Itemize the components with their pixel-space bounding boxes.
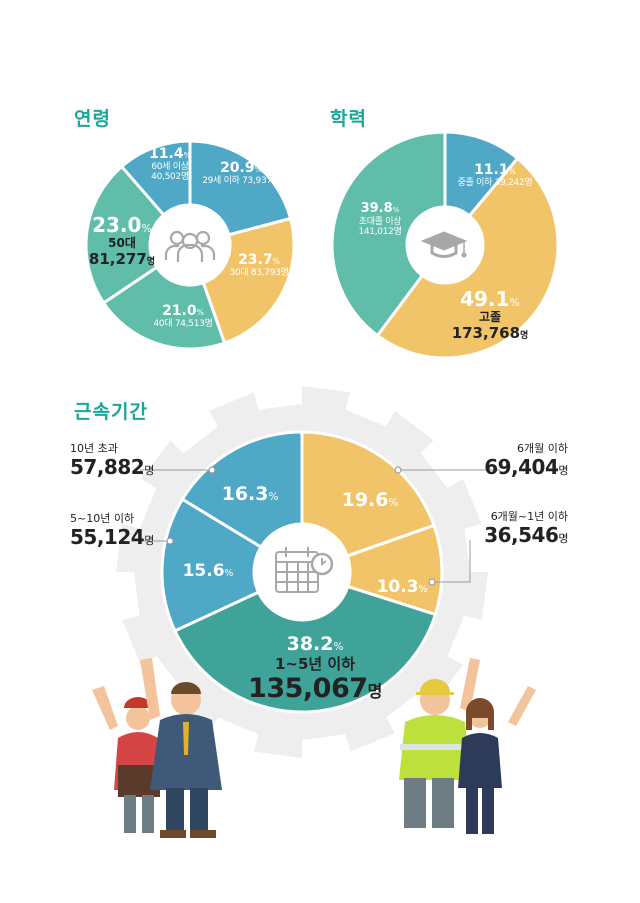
people-icon (164, 230, 216, 262)
annotation-label: 10년 초과 (70, 442, 118, 455)
slice-label: 40대 (153, 319, 173, 330)
calendar-icon (275, 547, 334, 593)
pct-value: 16.3 (221, 483, 269, 505)
annotation-count: 69,404 (484, 455, 559, 480)
slice-unit: 명 (393, 227, 402, 238)
worker-figures-left-illustration (92, 658, 222, 838)
education-pie-chart (330, 130, 560, 360)
tenure-annotation-6m-1y: 6개월~1년 이하 36,546명 (450, 510, 568, 547)
leader-dot (394, 466, 402, 474)
pct-value: 10.3 (376, 577, 419, 597)
slice-unit: 명 (271, 176, 280, 187)
slice-count: 141,012 (358, 227, 394, 238)
slice-count: 73,937 (242, 176, 272, 187)
slice-count: 81,277 (88, 249, 147, 268)
slice-count: 173,768 (451, 323, 521, 342)
edu-label-middle-school: 11.1% 중졸 이하 39,242명 (457, 162, 533, 189)
slice-unit: 명 (180, 172, 189, 183)
annotation-unit: 명 (144, 534, 154, 548)
pct-value: 49.1 (460, 287, 510, 311)
slice-count: 83,793 (250, 268, 281, 279)
leader-dot (166, 537, 174, 545)
pct-value: 15.6 (182, 561, 225, 581)
slice-unit: 명 (280, 268, 289, 279)
slice-count: 39,242 (494, 178, 525, 189)
slice-label: 1~5년 이하 (274, 654, 356, 673)
tenure-annotation-5-10y: 5~10년 이하 55,124명 (70, 512, 154, 549)
tenure-label-1-5y: 38.2% 1~5년 이하 135,067명 (230, 633, 400, 705)
tenure-annotation-under-6m: 6개월 이하 69,404명 (450, 442, 568, 479)
tenure-pct-over-10y: 16.3% (221, 483, 279, 505)
annotation-unit: 명 (144, 464, 154, 478)
annotation-leader-lines (140, 466, 500, 586)
tenure-pie-chart (160, 430, 444, 714)
pct-value: 23.0 (92, 213, 142, 237)
age-label-50s: 23.0% 50대 81,277명 (84, 214, 160, 268)
age-section-title: 연령 (74, 108, 111, 130)
annotation-unit: 명 (558, 464, 568, 478)
annotation-count: 36,546 (484, 523, 559, 548)
pct-value: 11.4 (149, 146, 184, 162)
pct-value: 20.9 (220, 160, 255, 176)
slice-count: 74,513 (174, 319, 205, 330)
leader-dot (208, 466, 216, 474)
slice-count: 135,067 (248, 673, 368, 705)
tenure-annotation-over-10y: 10년 초과 57,882명 (70, 442, 154, 479)
slice-unit: 명 (367, 682, 383, 702)
leader-dot (428, 578, 436, 586)
pct-value: 21.0 (162, 303, 197, 319)
worker-figures-right-illustration (399, 658, 536, 834)
age-label-30s: 23.7% 30대 83,793명 (229, 252, 289, 279)
graduation-cap-icon (420, 231, 468, 258)
pct-value: 19.6 (341, 489, 389, 511)
slice-label: 중졸 이하 (457, 178, 493, 189)
slice-label: 초대졸 이상 (358, 216, 402, 227)
slice-unit: 명 (204, 319, 213, 330)
edu-label-high-school: 49.1% 고졸 173,768명 (448, 288, 532, 342)
slice-label: 50대 (108, 236, 136, 250)
tenure-pct-under-6m: 19.6% (341, 489, 399, 511)
edu-label-college: 39.8% 초대졸 이상 141,012명 (348, 201, 412, 238)
annotation-label: 6개월~1년 이하 (490, 510, 568, 523)
slice-unit: 명 (524, 178, 533, 189)
tenure-pct-5-10y: 15.6% (182, 561, 234, 581)
leader-line (432, 540, 471, 583)
annotation-count: 55,124 (70, 525, 145, 550)
slice-unit: 명 (146, 256, 156, 267)
slice-label: 고졸 (478, 310, 502, 324)
pct-value: 23.7 (238, 252, 273, 268)
annotation-label: 6개월 이하 (517, 442, 568, 455)
age-label-60-and-over: 11.4% 60세 이상 40,502명 (138, 146, 202, 183)
slice-count: 40,502 (151, 172, 181, 183)
annotation-unit: 명 (558, 532, 568, 546)
slice-label: 60세 이상 (151, 162, 189, 173)
age-label-29-and-under: 20.9% 29세 이하 73,937명 (202, 160, 280, 187)
annotation-count: 57,882 (70, 455, 145, 480)
education-section-title: 학력 (330, 108, 367, 130)
pct-value: 38.2 (286, 633, 334, 655)
tenure-pct-6m-1y: 10.3% (376, 577, 428, 597)
slice-unit: 명 (520, 330, 529, 341)
tenure-section-title: 근속기간 (74, 401, 148, 423)
annotation-label: 5~10년 이하 (70, 512, 135, 525)
age-label-40s: 21.0% 40대 74,513명 (153, 303, 213, 330)
slice-label: 29세 이하 (202, 176, 240, 187)
pct-value: 39.8 (360, 201, 393, 216)
slice-label: 30대 (229, 268, 249, 279)
pct-value: 11.1 (474, 162, 509, 178)
